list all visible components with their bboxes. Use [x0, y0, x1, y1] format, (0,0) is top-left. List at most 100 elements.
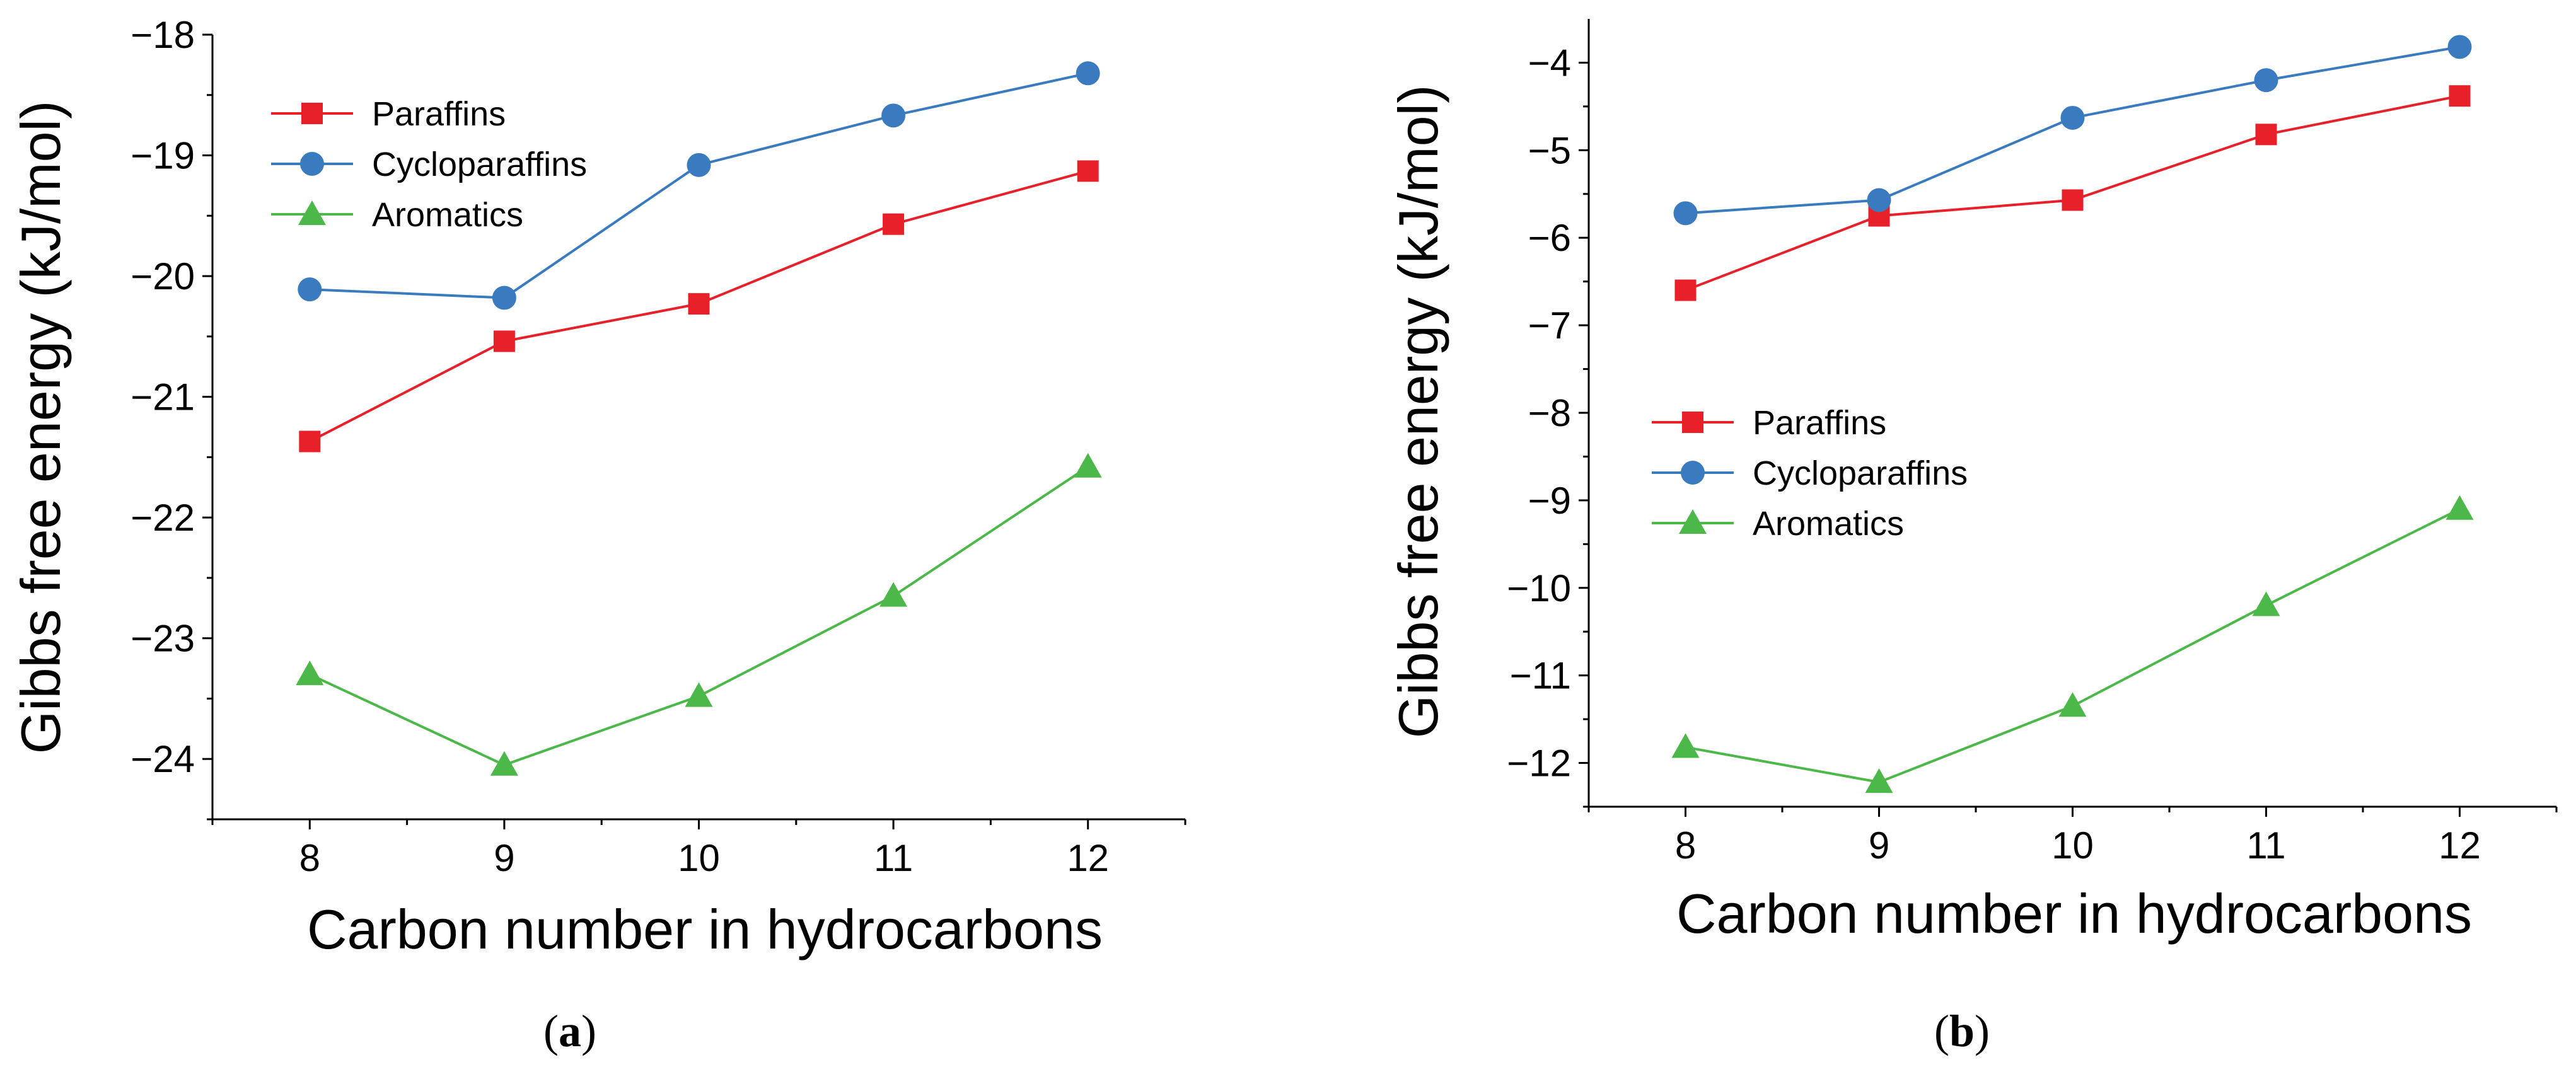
data-point-paraffins: [688, 293, 710, 315]
y-tick-label: −21: [131, 376, 195, 418]
data-point-aromatics: [685, 682, 713, 707]
legend-marker-aromatics: [298, 200, 326, 225]
x-tick-label: 10: [678, 837, 720, 879]
data-point-cycloparaffins: [687, 153, 711, 177]
data-point-cycloparaffins: [492, 285, 516, 310]
x-tick-label: 11: [874, 837, 913, 879]
legend-item-paraffins: Paraffins: [1652, 404, 1886, 442]
series-layer: [296, 61, 1102, 776]
y-tick-label: −8: [1528, 392, 1571, 434]
panel-caption-letter: b: [1949, 1006, 1975, 1056]
y-tick-label: −24: [131, 738, 195, 780]
y-tick-label: −18: [131, 14, 195, 56]
y-tick-label: −19: [131, 135, 195, 177]
panel-caption-letter: a: [559, 1006, 581, 1056]
y-tick-label: −5: [1528, 129, 1571, 171]
x-axis-title: Carbon number in hydrocarbons: [307, 898, 1103, 960]
legend-marker-aromatics: [1679, 509, 1707, 534]
series-line-aromatics: [1685, 507, 2461, 784]
data-point-aromatics: [1865, 768, 1893, 793]
data-point-aromatics: [1671, 733, 1700, 758]
y-tick-label: −23: [131, 618, 195, 660]
series-line-cycloparaffins: [1685, 45, 2460, 215]
data-point-paraffins: [2255, 124, 2277, 146]
data-point-paraffins: [1674, 279, 1697, 301]
legend-label-aromatics: Aromatics: [1753, 505, 1904, 543]
ticks: −4 −5 −6 −7 −8 −9 −10 −11 −12 8 9 10 11 12: [1507, 42, 2558, 867]
series-aromatics: [1671, 495, 2474, 793]
legend-marker-paraffins: [1682, 412, 1703, 433]
data-point-paraffins: [2449, 85, 2471, 107]
data-point-aromatics: [2445, 495, 2474, 520]
axes: [1587, 19, 2556, 808]
data-point-cycloparaffins: [2254, 68, 2278, 93]
y-tick-label: −11: [1510, 655, 1571, 697]
y-tick-label: −10: [1507, 567, 1571, 609]
legend-label-paraffins: Paraffins: [372, 95, 506, 133]
data-point-paraffins: [2062, 189, 2084, 211]
x-tick-label: 9: [1869, 824, 1889, 867]
data-point-cycloparaffins: [881, 103, 906, 128]
y-tick-label: −12: [1507, 742, 1571, 785]
y-tick-label: −6: [1528, 217, 1571, 259]
data-point-paraffins: [493, 330, 515, 352]
x-tick-label: 11: [2246, 824, 2285, 867]
data-point-paraffins: [299, 430, 321, 453]
y-tick-label: −22: [131, 497, 195, 539]
legend-label-cycloparaffins: Cycloparaffins: [1753, 454, 1968, 492]
y-tick-label: −20: [131, 255, 195, 297]
data-point-aromatics: [2058, 692, 2087, 717]
legend-marker-cycloparaffins: [300, 152, 324, 176]
y-tick-label: −7: [1528, 304, 1571, 347]
legend-item-paraffins: Paraffins: [271, 95, 506, 133]
x-tick-label: 12: [1067, 837, 1109, 879]
y-axis-title: Gibbs free energy (kJ/mol): [1387, 85, 1449, 739]
data-point-aromatics: [296, 660, 324, 686]
data-point-aromatics: [490, 751, 518, 776]
x-tick-label: 8: [1675, 824, 1696, 867]
legend: Paraffins Cycloparaffins Aromatics: [1652, 404, 1968, 543]
legend-item-aromatics: Aromatics: [1652, 505, 1904, 543]
x-tick-label: 12: [2439, 824, 2481, 867]
series-line-aromatics: [309, 466, 1089, 766]
legend-item-cycloparaffins: Cycloparaffins: [271, 146, 587, 183]
data-point-cycloparaffins: [2447, 35, 2472, 59]
series-paraffins: [299, 160, 1099, 453]
data-point-cycloparaffins: [1673, 201, 1698, 226]
legend-marker-paraffins: [301, 103, 323, 124]
legend-item-cycloparaffins: Cycloparaffins: [1652, 454, 1968, 492]
data-point-cycloparaffins: [1867, 188, 1891, 212]
series-cycloparaffins: [298, 61, 1100, 310]
series-cycloparaffins: [1673, 35, 2472, 226]
data-point-aromatics: [879, 582, 908, 607]
x-tick-label: 8: [299, 837, 320, 879]
panel-caption: (b): [1934, 1006, 1990, 1056]
legend-item-aromatics: Aromatics: [271, 196, 523, 234]
y-tick-label: −9: [1528, 480, 1571, 522]
data-point-cycloparaffins: [2060, 105, 2085, 130]
y-axis-title: Gibbs free energy (kJ/mol): [9, 101, 72, 754]
data-point-cycloparaffins: [298, 277, 322, 302]
x-axis-title: Carbon number in hydrocarbons: [1676, 882, 2472, 945]
x-tick-label: 9: [494, 837, 514, 879]
legend-marker-cycloparaffins: [1681, 461, 1705, 485]
series-layer: [1671, 35, 2474, 793]
data-point-paraffins: [1077, 160, 1099, 182]
legend-label-paraffins: Paraffins: [1753, 404, 1886, 442]
data-point-aromatics: [1074, 453, 1102, 478]
legend-label-cycloparaffins: Cycloparaffins: [372, 146, 587, 183]
y-tick-label: −4: [1528, 42, 1571, 84]
chart-panel-a: −18 −19 −20 −21 −22 −23 −24 8 9 10 11 12 Paraffins C…: [9, 14, 1186, 1056]
ticks: −18 −19 −20 −21 −22 −23 −24 8 9 10 11 12: [131, 14, 1186, 879]
data-point-cycloparaffins: [1076, 61, 1100, 86]
chart-panel-b: −4 −5 −6 −7 −8 −9 −10 −11 −12 8 9 10 11 12 Paraffins C…: [1387, 19, 2558, 1056]
data-point-aromatics: [2252, 591, 2280, 616]
legend: Paraffins Cycloparaffins Aromatics: [271, 95, 587, 234]
data-point-paraffins: [883, 213, 905, 235]
legend-label-aromatics: Aromatics: [372, 196, 523, 234]
series-paraffins: [1674, 85, 2471, 301]
panel-caption: (a): [543, 1006, 596, 1056]
series-aromatics: [296, 453, 1102, 776]
x-tick-label: 10: [2051, 824, 2094, 867]
